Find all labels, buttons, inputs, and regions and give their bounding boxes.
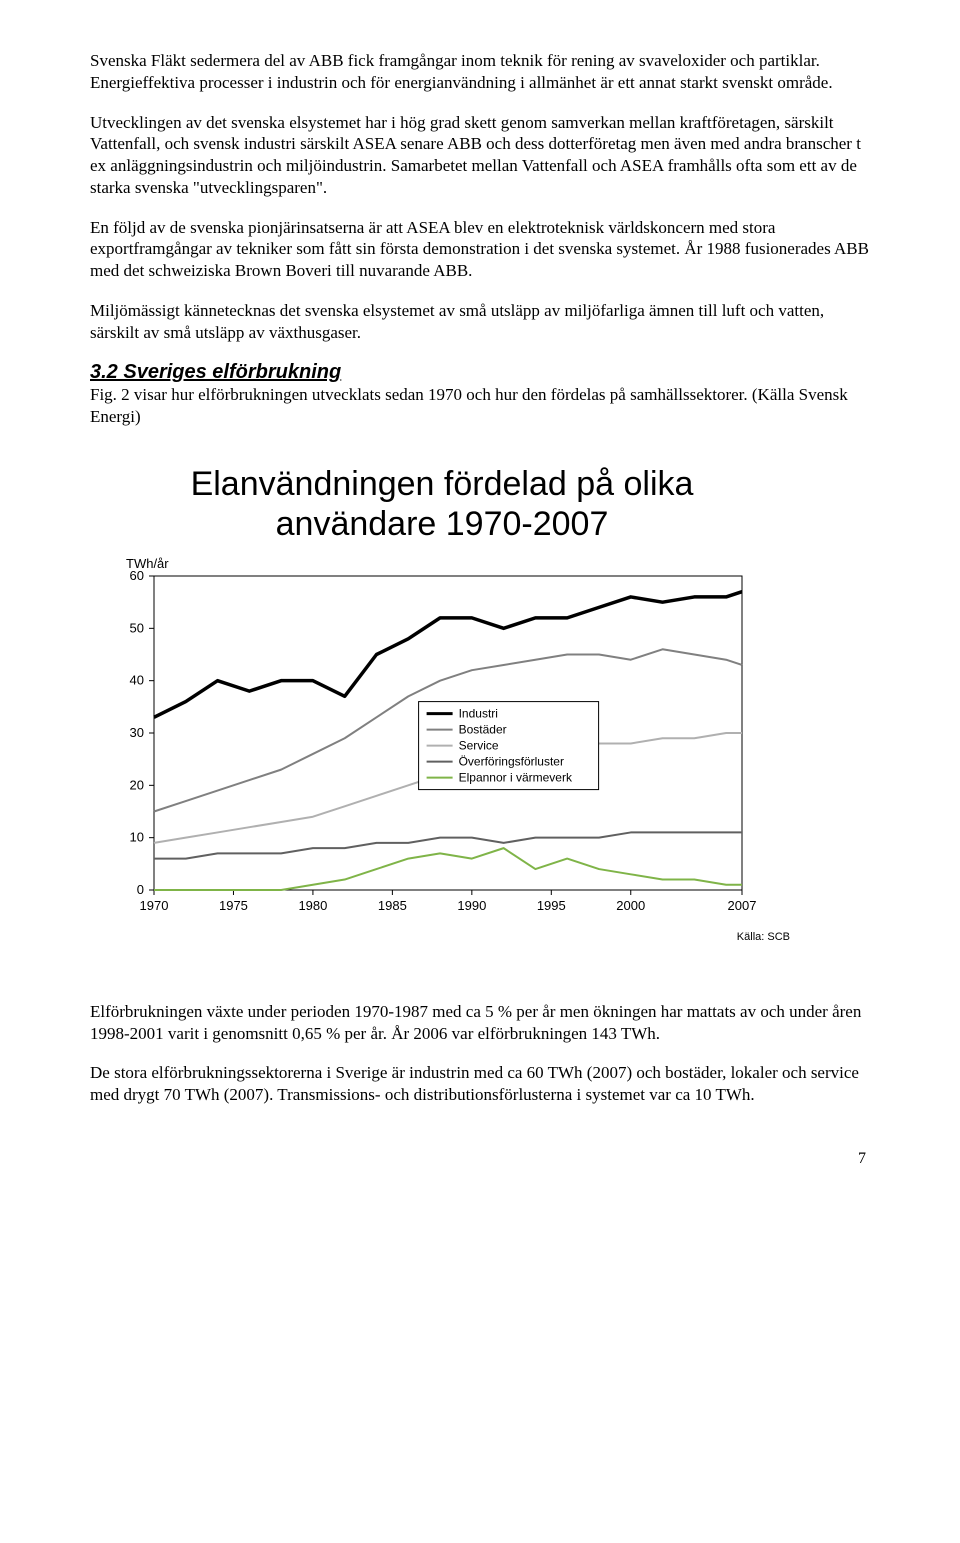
svg-text:1985: 1985 — [378, 898, 407, 913]
svg-text:Elpannor i värmeverk: Elpannor i värmeverk — [459, 771, 573, 785]
svg-text:Bostäder: Bostäder — [459, 723, 507, 737]
svg-text:50: 50 — [130, 620, 144, 635]
svg-text:2007: 2007 — [728, 898, 757, 913]
paragraph-7: De stora elförbrukningssektorerna i Sver… — [90, 1062, 870, 1106]
svg-text:Industri: Industri — [459, 707, 498, 721]
line-chart: TWh/år0102030405060197019751980198519901… — [98, 550, 758, 920]
svg-text:40: 40 — [130, 673, 144, 688]
svg-text:1975: 1975 — [219, 898, 248, 913]
section-heading: 3.2 Sveriges elförbrukning — [90, 361, 870, 384]
chart-container: Elanvändningen fördelad på olika använda… — [90, 464, 870, 943]
svg-text:1980: 1980 — [298, 898, 327, 913]
svg-text:1990: 1990 — [457, 898, 486, 913]
svg-text:2000: 2000 — [616, 898, 645, 913]
svg-text:1970: 1970 — [140, 898, 169, 913]
svg-text:60: 60 — [130, 568, 144, 583]
chart-title-line2: användare 1970-2007 — [276, 505, 609, 543]
svg-text:10: 10 — [130, 830, 144, 845]
paragraph-1: Svenska Fläkt sedermera del av ABB fick … — [90, 50, 870, 94]
paragraph-4: Miljömässigt kännetecknas det svenska el… — [90, 300, 870, 344]
paragraph-2: Utvecklingen av det svenska elsystemet h… — [90, 112, 870, 199]
paragraph-3: En följd av de svenska pionjärinsatserna… — [90, 217, 870, 282]
page-number: 7 — [90, 1150, 870, 1168]
svg-text:Service: Service — [459, 739, 499, 753]
svg-text:Överföringsförluster: Överföringsförluster — [459, 755, 564, 769]
chart-title: Elanvändningen fördelad på olika använda… — [102, 464, 782, 544]
svg-text:30: 30 — [130, 725, 144, 740]
chart-title-line1: Elanvändningen fördelad på olika — [191, 465, 694, 503]
chart-source: Källa: SCB — [90, 931, 790, 943]
paragraph-5: Fig. 2 visar hur elförbrukningen utveckl… — [90, 384, 870, 428]
paragraph-6: Elförbrukningen växte under perioden 197… — [90, 1001, 870, 1045]
svg-text:1995: 1995 — [537, 898, 566, 913]
svg-text:20: 20 — [130, 777, 144, 792]
svg-text:0: 0 — [137, 882, 144, 897]
